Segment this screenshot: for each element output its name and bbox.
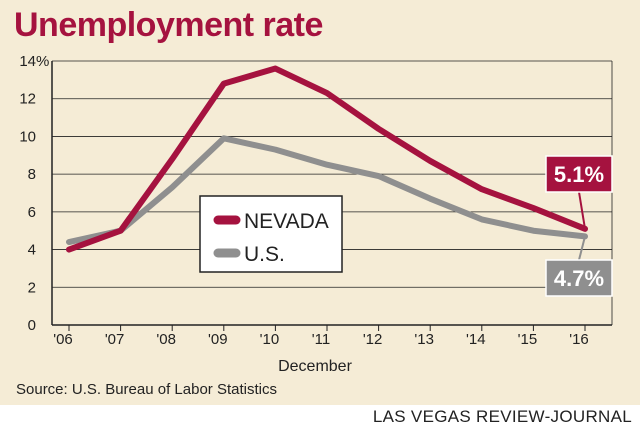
legend: NEVADA U.S. xyxy=(199,195,343,273)
callout-box-us xyxy=(545,259,613,297)
callout-box-nevada xyxy=(545,155,613,193)
series-layer xyxy=(66,65,588,253)
callout-leader-us xyxy=(578,236,586,261)
x-tick-label: '15 xyxy=(518,331,538,348)
x-tick-label: '14 xyxy=(466,331,486,348)
chart-title: Unemployment rate xyxy=(14,6,323,44)
x-tick-label: '11 xyxy=(312,331,330,348)
callout-value-nevada: 5.1% xyxy=(554,162,604,187)
legend-label-us: U.S. xyxy=(244,243,285,266)
y-tick-labels: 0 2 4 6 8 10 12 14% xyxy=(19,53,49,334)
y-tick-label: 6 xyxy=(28,204,36,221)
y-tick-label: 12 xyxy=(19,91,36,108)
x-tick-label: '06 xyxy=(53,331,73,348)
legend-label-nevada: NEVADA xyxy=(244,210,329,233)
x-tick-label: '08 xyxy=(156,331,176,348)
x-tick-label: '10 xyxy=(260,331,280,348)
x-tick-label: '07 xyxy=(105,331,125,348)
y-tick-label: 0 xyxy=(28,317,36,334)
x-tick-label: '13 xyxy=(414,331,434,348)
legend-box xyxy=(199,195,343,273)
callout-leader-nevada xyxy=(578,191,586,229)
x-tick-label: '16 xyxy=(569,331,589,348)
x-tick-labels: '06 '07 '08 '09 '10 '11 '12 '13 '14 '15 '16 xyxy=(53,331,589,348)
y-tick-label: 10 xyxy=(19,128,36,145)
callout-value-us: 4.7% xyxy=(554,266,604,291)
source-note: Source: U.S. Bureau of Labor Statistics xyxy=(16,381,277,398)
y-tick-label: 4 xyxy=(28,242,36,259)
unemployment-chart: 0 2 4 6 8 10 12 14% '06 '07 '08 '09 '10 '11 '12 '13 '14… xyxy=(19,53,613,375)
y-tick-label: 14 xyxy=(19,53,36,70)
y-tick-label: 8 xyxy=(28,166,36,183)
callout-layer: 5.1% 4.7% xyxy=(545,155,613,297)
x-tick-label: '12 xyxy=(363,331,383,348)
x-tick-label: '09 xyxy=(208,331,228,348)
y-unit-label: % xyxy=(36,53,49,70)
x-axis-label: December xyxy=(278,358,352,375)
publisher-credit: LAS VEGAS REVIEW-JOURNAL xyxy=(372,407,632,426)
y-tick-label: 2 xyxy=(28,279,36,296)
